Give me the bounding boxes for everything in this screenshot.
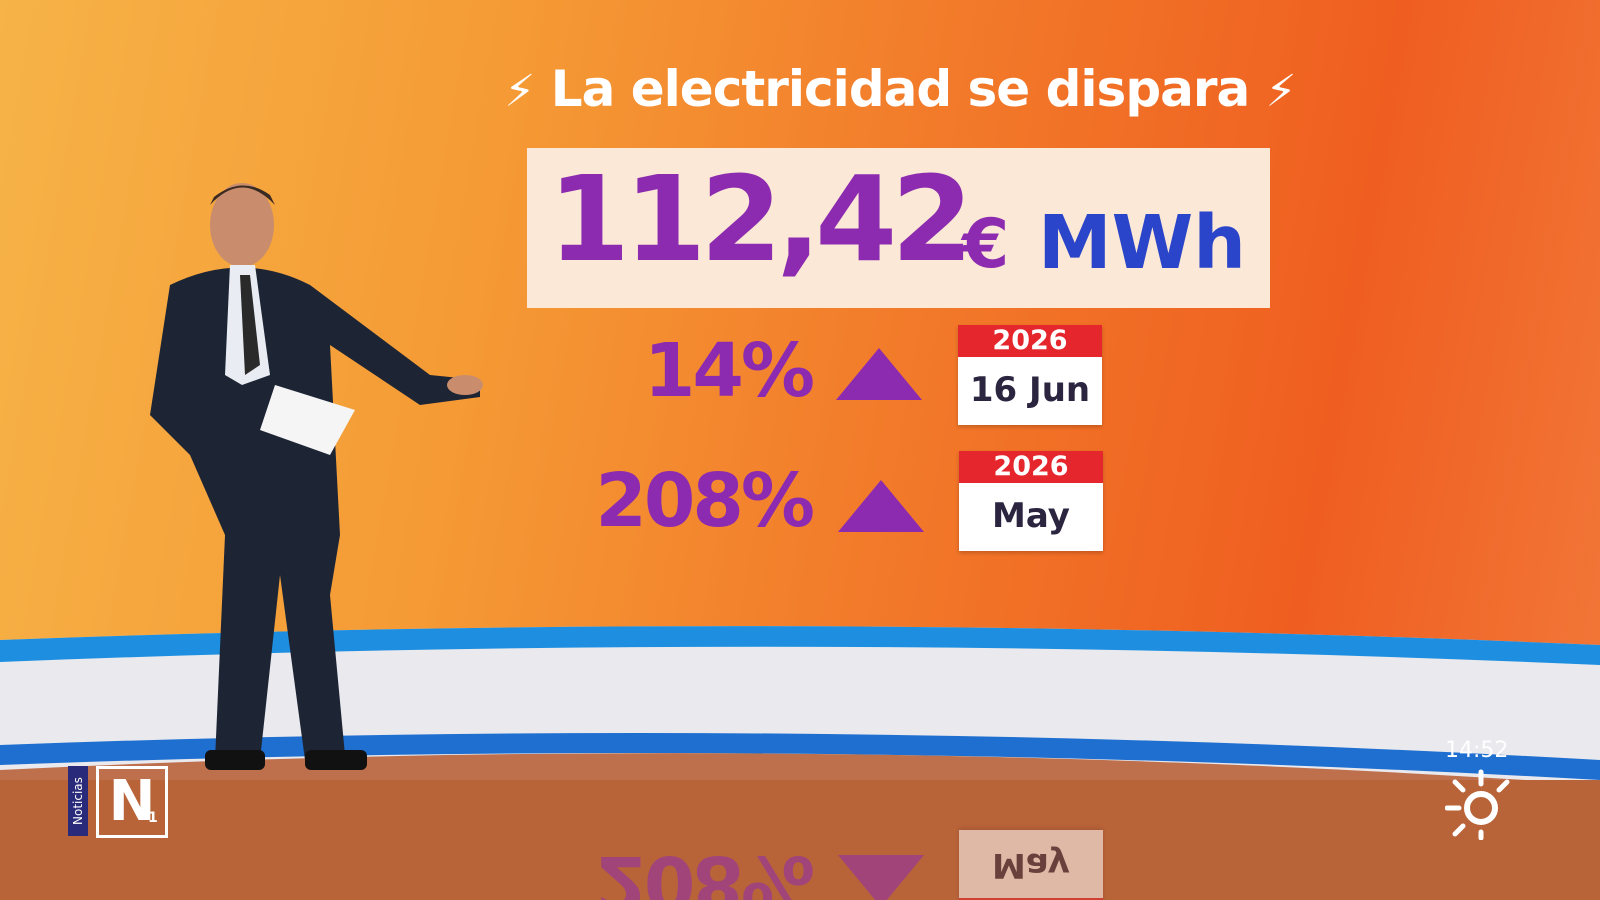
up-arrow-reflection xyxy=(838,855,924,900)
calendar-year: 2026 xyxy=(958,325,1102,357)
headline: ⚡ La electricidad se dispara ⚡ xyxy=(504,60,1296,118)
change-value: 14% xyxy=(643,328,815,414)
clock: 14:52 xyxy=(1445,738,1509,763)
calendar-date: 16 Jun xyxy=(969,370,1091,410)
logo-number: 1 xyxy=(148,810,158,826)
presenter xyxy=(150,183,483,770)
calendar-reflection: 2026 May xyxy=(959,830,1103,900)
floor-reflection: 208% 2026 May xyxy=(0,805,1600,900)
change-value-reflection: 208% xyxy=(595,839,812,900)
studio-floor xyxy=(0,626,1600,900)
up-arrow xyxy=(836,348,922,400)
logo-channel: Noticias xyxy=(68,766,88,836)
calendar-date: May xyxy=(992,496,1070,536)
price-unit: MWh xyxy=(1038,200,1246,286)
change-value: 208% xyxy=(595,458,815,544)
station-logo xyxy=(1445,769,1510,840)
logo-letter: N xyxy=(96,766,168,838)
price-panel xyxy=(527,148,1270,308)
calendar-year: 2026 xyxy=(959,451,1103,483)
price-amount: 112,42 xyxy=(548,150,973,288)
headline-text: La electricidad se dispara xyxy=(550,60,1251,118)
price-currency: € xyxy=(962,205,1010,284)
calendar-date-reflection: May xyxy=(992,845,1070,885)
channel-logo: Noticias N 1 xyxy=(68,766,168,838)
calendar: 2026 May xyxy=(959,451,1103,551)
calendar: 2026 16 Jun xyxy=(958,325,1102,425)
up-arrow xyxy=(838,480,924,532)
